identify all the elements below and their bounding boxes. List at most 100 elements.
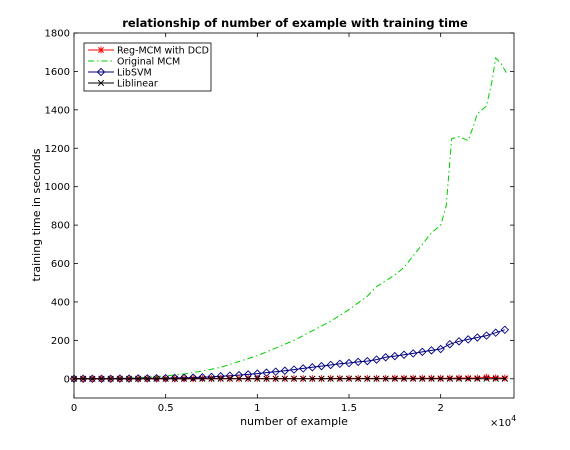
data-point-reg-mcm-with-dcd — [501, 374, 509, 382]
data-point-libsvm — [280, 366, 290, 375]
data-point-liblinear — [318, 375, 325, 382]
data-point-liblinear — [355, 375, 362, 382]
chart-title: relationship of number of example with t… — [122, 16, 468, 30]
y-tick-label: 800 — [51, 221, 70, 232]
data-point-liblinear — [199, 375, 206, 382]
y-tick-label: 600 — [51, 259, 70, 270]
data-point-libsvm — [390, 351, 400, 361]
data-point-liblinear — [501, 375, 508, 382]
data-point-liblinear — [345, 375, 353, 382]
y-tick-label: 0 — [64, 374, 70, 385]
data-point-libsvm — [399, 350, 409, 360]
data-point-liblinear — [455, 375, 463, 382]
x-tick-label: 1 — [254, 403, 260, 414]
data-point-liblinear — [80, 375, 87, 382]
data-point-liblinear — [300, 375, 307, 382]
data-point-libsvm — [491, 328, 500, 337]
data-point-liblinear — [208, 375, 215, 382]
data-point-liblinear — [419, 375, 426, 382]
data-point-reg-mcm-with-dcd — [492, 374, 500, 382]
data-point-liblinear — [474, 375, 481, 382]
plot-area: 0 0.5 1 1.5 2 0 200 400 600 800 1000 1200 1400 1600 18… — [45, 29, 514, 414]
data-point-liblinear — [190, 375, 197, 382]
data-point-liblinear — [144, 375, 151, 382]
data-point-reg-mcm-with-dcd — [464, 374, 472, 382]
data-point-liblinear — [391, 375, 398, 382]
legend-label-reg-mcm-with-dcd: Reg-MCM with DCD — [117, 45, 209, 56]
data-point-liblinear — [309, 375, 316, 382]
data-point-libsvm — [308, 363, 317, 372]
data-point-libsvm — [88, 374, 97, 384]
data-point-libsvm — [317, 361, 326, 371]
data-point-liblinear — [98, 375, 105, 382]
legend-label-libsvm: LibSVM — [117, 67, 152, 78]
data-point-liblinear — [107, 375, 114, 382]
x-axis-multiplier-base: ×10 — [490, 418, 511, 429]
data-point-libsvm — [381, 353, 390, 362]
data-point-reg-mcm-with-dcd — [483, 373, 490, 381]
y-tick-label: 200 — [51, 336, 70, 347]
data-point-liblinear — [492, 375, 499, 382]
data-point-liblinear — [410, 375, 417, 382]
data-point-libsvm — [473, 333, 482, 342]
data-point-liblinear — [327, 375, 334, 382]
x-axis-multiplier-exponent: 4 — [511, 414, 516, 423]
data-point-libsvm — [454, 337, 464, 346]
y-tick-label: 1800 — [45, 29, 70, 40]
x-tick-label: 0 — [71, 403, 77, 414]
data-point-liblinear — [290, 375, 298, 382]
data-point-liblinear — [135, 375, 142, 382]
data-point-liblinear — [483, 375, 490, 382]
data-point-libsvm — [106, 374, 115, 384]
legend-label-original-mcm: Original MCM — [117, 56, 180, 67]
data-point-libsvm — [335, 359, 345, 369]
data-point-liblinear — [437, 375, 444, 382]
data-point-liblinear — [263, 375, 270, 382]
data-point-reg-mcm-with-dcd — [473, 374, 481, 382]
data-point-liblinear — [217, 375, 224, 382]
y-axis-label: training time in seconds — [30, 148, 43, 281]
y-tick-label: 400 — [51, 297, 70, 308]
data-point-liblinear — [162, 375, 169, 382]
data-point-liblinear — [254, 375, 261, 382]
data-point-libsvm — [463, 335, 473, 344]
data-point-libsvm — [482, 331, 491, 340]
y-tick-label: 1200 — [45, 144, 70, 155]
data-point-liblinear — [226, 375, 233, 382]
legend-marker-reg-mcm-with-dcd — [97, 46, 105, 54]
data-point-libsvm — [289, 365, 299, 374]
data-point-liblinear — [428, 375, 435, 382]
data-point-liblinear — [180, 375, 188, 382]
data-point-liblinear — [382, 375, 389, 382]
data-point-liblinear — [465, 375, 472, 382]
y-tick-label: 1400 — [45, 105, 70, 116]
data-point-libsvm — [500, 325, 510, 335]
data-point-libsvm — [372, 355, 381, 364]
data-point-liblinear — [125, 375, 133, 382]
x-axis-label: number of example — [240, 415, 348, 428]
x-tick-label: 0.5 — [158, 403, 174, 414]
data-point-libsvm — [97, 374, 106, 384]
data-point-libsvm — [353, 357, 363, 367]
data-point-libsvm — [408, 349, 418, 358]
x-axis-multiplier: ×104 — [490, 414, 516, 429]
data-point-libsvm — [298, 364, 308, 373]
y-tick-label: 1000 — [45, 182, 70, 193]
data-point-liblinear — [336, 375, 343, 382]
data-point-libsvm — [427, 346, 436, 355]
data-point-libsvm — [445, 339, 455, 349]
data-point-liblinear — [373, 375, 380, 382]
data-point-liblinear — [116, 375, 123, 382]
data-point-liblinear — [153, 375, 160, 382]
data-point-libsvm — [78, 374, 88, 384]
legend-marker-liblinear — [97, 79, 105, 87]
data-point-liblinear — [364, 375, 371, 382]
data-point-libsvm — [418, 347, 427, 357]
data-point-libsvm — [344, 358, 354, 368]
data-point-liblinear — [400, 375, 408, 382]
data-point-liblinear — [281, 375, 288, 382]
data-point-libsvm — [436, 344, 445, 354]
legend-label-liblinear: Liblinear — [117, 78, 158, 89]
